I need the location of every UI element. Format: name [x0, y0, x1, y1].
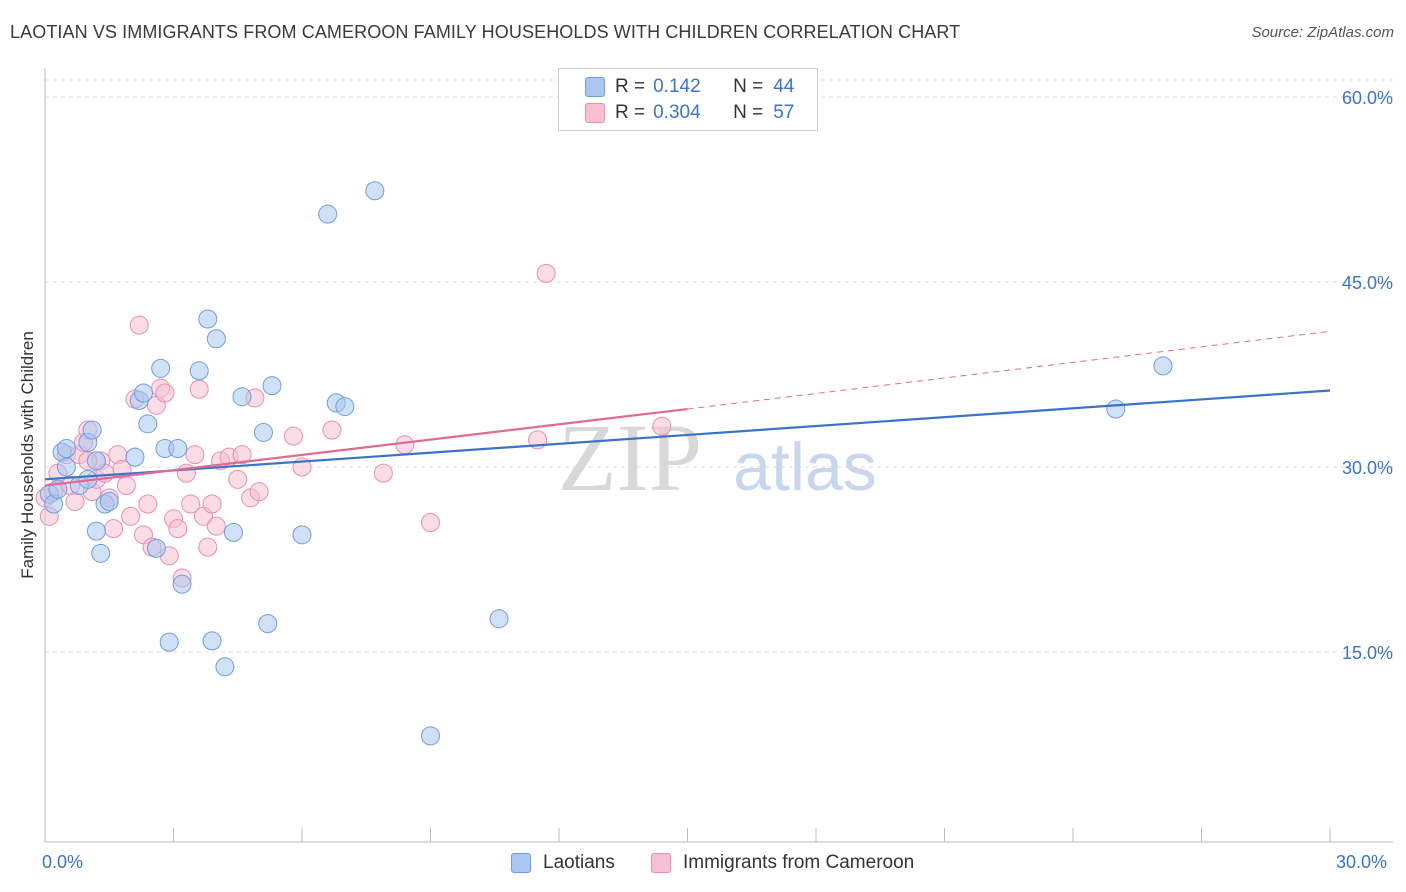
watermark-zip: ZIP: [558, 404, 702, 511]
legend-r-value: 0.304: [653, 102, 701, 123]
point-laotians: [138, 414, 158, 434]
legend-n-value: 57: [773, 102, 795, 123]
point-cameroon: [322, 420, 342, 440]
point-cameroon: [421, 513, 440, 532]
legend-n-label: N =: [733, 76, 764, 97]
legend-r-label: R =: [615, 102, 646, 123]
point-cameroon: [121, 506, 141, 526]
grid-lines: [45, 79, 1393, 653]
point-cameroon: [198, 537, 218, 557]
point-laotians: [206, 329, 226, 349]
legend-r-label: R =: [615, 76, 646, 97]
legend-n-value: 44: [773, 76, 795, 97]
trendline-cameroon: [687, 330, 1331, 410]
axes: [44, 68, 1393, 843]
point-laotians: [262, 376, 282, 396]
y-tick-label: 60.0%: [1342, 88, 1393, 108]
watermark-atlas: atlas: [733, 429, 877, 505]
point-cameroon: [181, 494, 201, 514]
point-laotians: [56, 439, 76, 458]
legend-r-value: 0.142: [653, 76, 701, 97]
legend: R = 0.142 N = 44 R = 0.304 N = 57: [558, 68, 818, 131]
point-laotians: [134, 383, 154, 403]
point-laotians: [86, 451, 106, 471]
point-laotians: [125, 447, 145, 467]
bottom-legend-label: Laotians: [543, 852, 615, 873]
point-laotians: [56, 457, 76, 477]
bottom-legend-laotians: Laotians: [511, 852, 615, 874]
point-laotians: [292, 525, 312, 545]
point-cameroon: [168, 519, 188, 539]
point-cameroon: [652, 416, 672, 436]
point-laotians: [1153, 356, 1173, 376]
point-cameroon: [373, 463, 393, 483]
point-laotians: [318, 204, 338, 224]
y-tick-labels: 15.0% 30.0% 45.0% 60.0%: [1342, 88, 1393, 663]
point-cameroon: [232, 445, 252, 465]
point-cameroon: [395, 435, 415, 455]
point-laotians: [172, 574, 192, 594]
point-laotians: [335, 397, 355, 417]
point-laotians: [189, 361, 209, 381]
point-laotians: [1106, 399, 1126, 419]
point-laotians: [365, 181, 385, 201]
x-tick-label-max: 30.0%: [1336, 852, 1388, 872]
point-laotians: [86, 521, 106, 541]
watermark: ZIP atlas: [558, 404, 877, 511]
chart-title: LAOTIAN VS IMMIGRANTS FROM CAMEROON FAMI…: [10, 22, 961, 42]
point-laotians: [198, 309, 218, 329]
point-cameroon: [65, 492, 85, 512]
point-cameroon: [189, 379, 209, 399]
point-laotians: [99, 492, 119, 512]
trendlines: [44, 330, 1331, 487]
point-cameroon: [104, 519, 124, 539]
point-cameroon: [155, 383, 175, 403]
point-cameroon: [202, 494, 222, 514]
source-label: Source: ZipAtlas.com: [1251, 24, 1394, 41]
point-laotians: [151, 358, 171, 378]
point-cameroon: [138, 494, 158, 514]
point-laotians: [253, 422, 273, 442]
x-tick-label-min: 0.0%: [42, 852, 84, 872]
point-cameroon: [283, 426, 303, 446]
legend-row-cameroon: R = 0.304 N = 57: [585, 101, 794, 125]
point-laotians: [489, 609, 509, 629]
series-laotians-points: [39, 181, 1173, 746]
point-cameroon: [129, 315, 149, 335]
point-laotians: [91, 543, 111, 563]
legend-n-label: N =: [733, 102, 764, 123]
y-tick-label: 30.0%: [1342, 458, 1393, 478]
point-laotians: [421, 726, 440, 746]
bottom-legend-cameroon: Immigrants from Cameroon: [651, 852, 914, 874]
bottom-legend-swatch-pink: [651, 853, 671, 873]
point-laotians: [159, 632, 179, 652]
point-laotians: [215, 657, 235, 677]
bottom-legend-swatch-blue: [511, 853, 531, 873]
legend-swatch-pink: [585, 103, 605, 123]
point-laotians: [232, 387, 252, 407]
point-cameroon: [228, 469, 248, 489]
point-laotians: [223, 522, 243, 542]
point-laotians: [82, 420, 102, 440]
bottom-legend-label: Immigrants from Cameroon: [683, 852, 915, 873]
point-laotians: [258, 614, 278, 634]
bottom-legend: Laotians Immigrants from Cameroon: [0, 852, 1406, 876]
y-tick-label: 15.0%: [1342, 643, 1393, 663]
point-cameroon: [536, 263, 556, 283]
point-cameroon: [116, 476, 136, 495]
trendline-laotians: [44, 389, 1331, 481]
point-cameroon: [206, 516, 226, 536]
point-laotians: [168, 439, 188, 458]
point-laotians: [146, 538, 166, 558]
point-cameroon: [249, 482, 269, 502]
point-laotians: [202, 631, 222, 651]
legend-row-laotians: R = 0.142 N = 44: [585, 75, 794, 99]
point-cameroon: [185, 445, 205, 465]
legend-swatch-blue: [585, 77, 605, 97]
trendline-cameroon: [44, 407, 688, 487]
y-tick-label: 45.0%: [1342, 273, 1393, 293]
